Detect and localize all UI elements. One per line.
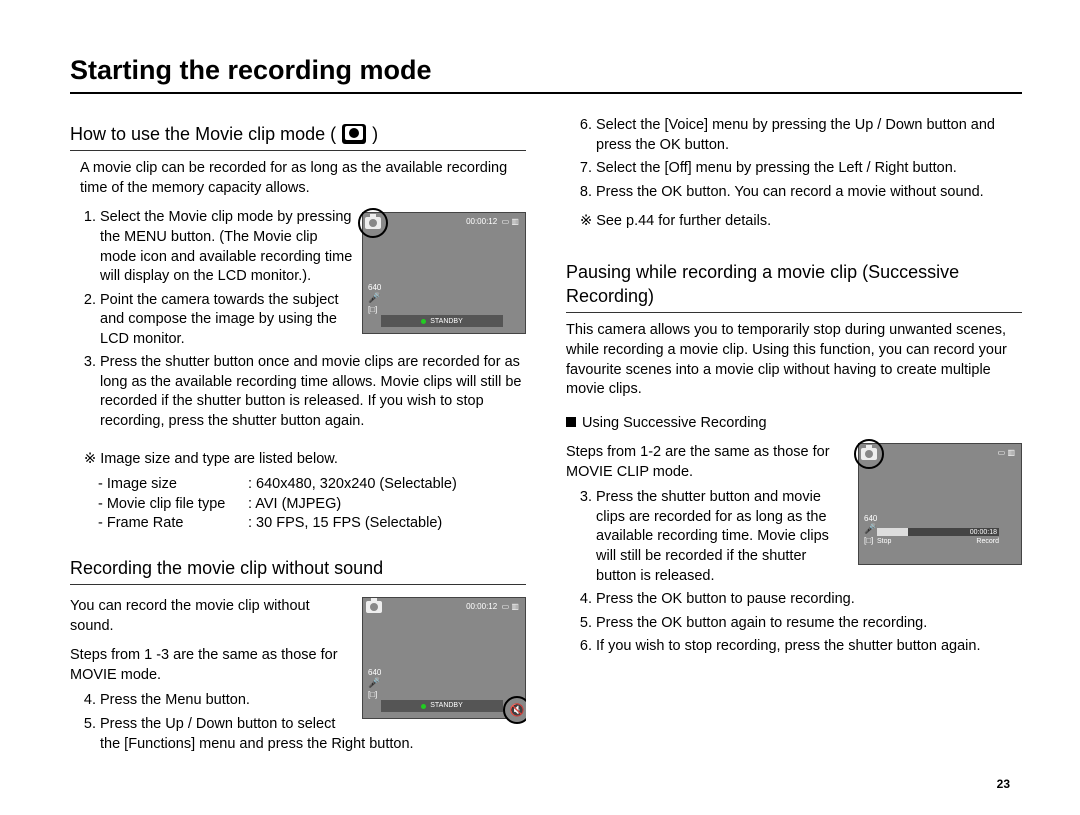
movie-icon-highlight — [854, 439, 884, 469]
lcd-preview-3: ▭ ▥ 640🎤[□] 00:00:18 StopRecord — [858, 443, 1022, 565]
list-item: Select the [Off] menu by pressing the Le… — [596, 159, 1022, 179]
spec-row: - Movie clip file type: AVI (MJPEG) — [98, 495, 526, 515]
movie-icon-highlight — [358, 208, 388, 238]
content-columns: How to use the Movie clip mode ( ) A mov… — [70, 112, 1022, 762]
right-column: Select the [Voice] menu by pressing the … — [566, 112, 1022, 762]
list-item: Press the Up / Down button to select the… — [100, 715, 526, 754]
section1-heading: How to use the Movie clip mode ( ) — [70, 122, 526, 151]
section1-heading-text: How to use the Movie clip mode ( — [70, 122, 336, 146]
section1-intro: A movie clip can be recorded for as long… — [80, 159, 526, 198]
lcd2-time: 00:00:12 ▭ ▥ — [466, 602, 519, 613]
lcd1-statusbar: STANDBY — [381, 315, 503, 327]
section3-note: ※ See p.44 for further details. — [580, 212, 1022, 232]
lcd-preview-2: 00:00:12 ▭ ▥ 640🎤[□] STANDBY 🔇 — [362, 597, 526, 719]
section1-note-text: Image size and type are listed below. — [100, 451, 338, 467]
section1-heading-close: ) — [372, 122, 378, 146]
section4-sublabel: Using Successive Recording — [566, 414, 1022, 434]
list-item: If you wish to stop recording, press the… — [596, 637, 1022, 657]
lcd1-time: 00:00:12 ▭ ▥ — [466, 217, 519, 228]
list-item: Press the shutter button once and movie … — [100, 353, 526, 431]
lcd1-side: 640🎤[□] — [368, 283, 381, 314]
lcd3-side: 640🎤[□] — [864, 514, 877, 545]
section1-note: ※ Image size and type are listed below. — [84, 450, 526, 470]
ref-mark-icon: ※ — [84, 451, 96, 467]
square-bullet-icon — [566, 417, 576, 427]
list-item: Press the OK button again to resume the … — [596, 614, 1022, 634]
left-column: How to use the Movie clip mode ( ) A mov… — [70, 112, 526, 762]
list-item: Select the [Voice] menu by pressing the … — [596, 116, 1022, 155]
speaker-off-icon: 🔇 — [503, 696, 526, 724]
lcd-preview-1: 00:00:12 ▭ ▥ 640🎤[□] STANDBY — [362, 212, 526, 334]
page-number: 23 — [997, 777, 1010, 791]
lcd3-top: ▭ ▥ — [998, 448, 1015, 459]
page-title: Starting the recording mode — [70, 55, 1022, 94]
lcd2-statusbar: STANDBY — [381, 700, 503, 712]
section3-note-text: See p.44 for further details. — [596, 213, 771, 229]
list-item: Press the OK button to pause recording. — [596, 590, 1022, 610]
spec-row: - Frame Rate: 30 FPS, 15 FPS (Selectable… — [98, 514, 526, 534]
section3-steps: Select the [Voice] menu by pressing the … — [578, 116, 1022, 202]
section4-intro: This camera allows you to temporarily st… — [566, 321, 1022, 399]
list-item: Press the OK button. You can record a mo… — [596, 183, 1022, 203]
lcd3-progress: 00:00:18 StopRecord — [877, 528, 999, 546]
movie-mode-icon — [342, 124, 366, 144]
lcd2-side: 640🎤[□] — [368, 668, 381, 699]
section2-heading: Recording the movie clip without sound — [70, 556, 526, 585]
ref-mark-icon: ※ — [580, 213, 592, 229]
section4-heading: Pausing while recording a movie clip (Su… — [566, 260, 1022, 314]
spec-row: - Image size: 640x480, 320x240 (Selectab… — [98, 475, 526, 495]
